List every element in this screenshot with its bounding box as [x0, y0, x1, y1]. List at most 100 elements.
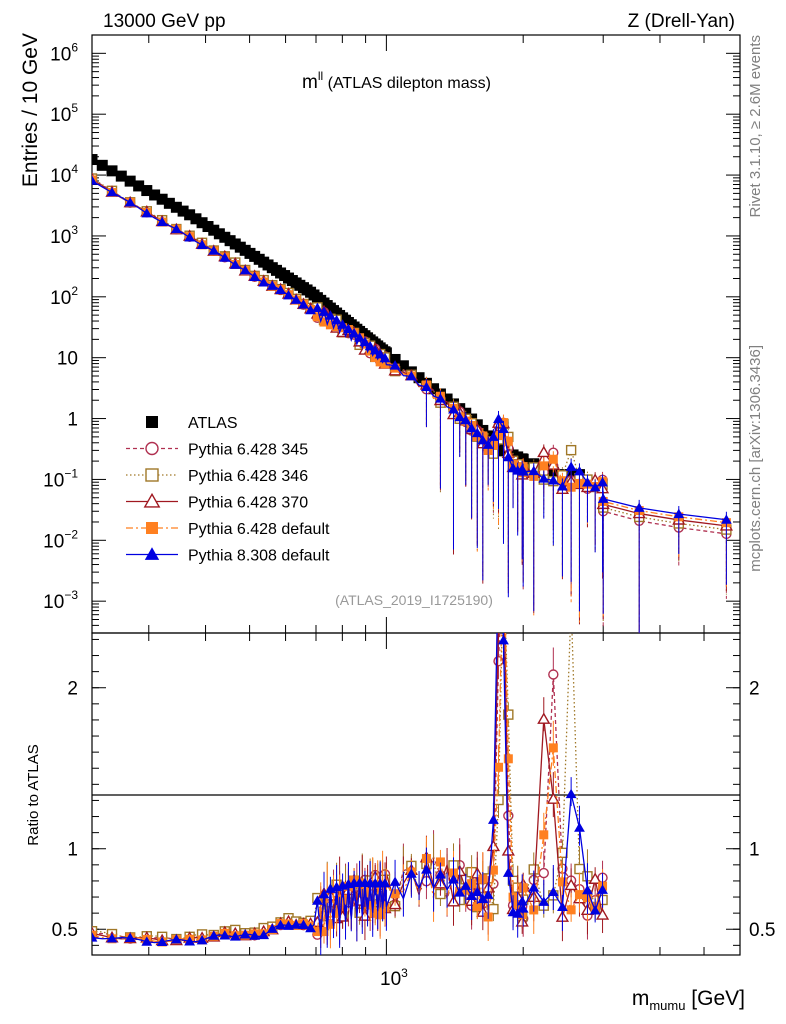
- ratio-y-tick-label-right: 1: [749, 840, 760, 861]
- mc-ratio-point: [486, 839, 501, 852]
- mc-data-point: [359, 336, 371, 347]
- mc-ratio-point: [597, 884, 608, 894]
- atlas-data-point: [196, 217, 208, 229]
- mc-ratio-point: [498, 634, 509, 645]
- mc-data-point: [502, 451, 514, 462]
- mc-ratio-point: [498, 554, 509, 563]
- mc-data-point: [538, 473, 550, 483]
- main-y-tick-label: 104: [50, 162, 78, 187]
- mc-ratio-point: [375, 910, 385, 920]
- mc-data-point: [488, 431, 499, 441]
- mc-ratio-point: [517, 903, 529, 913]
- mc-ratio-point: [574, 822, 585, 832]
- mc-data-point: [477, 434, 489, 445]
- mc-data-point: [379, 352, 391, 363]
- legend-entry: Pythia 6.428 default: [126, 521, 330, 538]
- mc-data-point: [537, 445, 551, 458]
- mc-ratio-point: [311, 895, 323, 905]
- mc-ratio-point: [298, 919, 309, 929]
- mc-ratio-point: [488, 865, 498, 875]
- mc-ratio-point: [582, 884, 593, 895]
- legend: ATLAS Pythia 6.428 345 Pythia 6.428 346 Pyt…: [126, 415, 330, 565]
- mc-ratio-point: [275, 919, 286, 930]
- mc-ratio-point: [539, 830, 549, 840]
- mc-data-point: [503, 436, 513, 446]
- main-panel-series: [92, 154, 733, 633]
- mc-data-point: [184, 232, 196, 242]
- mc-data-point: [597, 476, 608, 487]
- x-axis-title: mmumu [GeV]: [632, 987, 745, 1013]
- atlas-data-point: [163, 197, 175, 209]
- mc-ratio-point: [548, 669, 559, 680]
- atlas-data-point: [96, 159, 108, 171]
- mc-ratio-point: [141, 936, 153, 946]
- legend-entry: Pythia 6.428 370: [126, 492, 308, 512]
- mc-data-point: [343, 323, 354, 334]
- rivet-version-label: Rivet 3.1.10, ≥ 2.6M events: [747, 35, 764, 218]
- mc-ratio-point: [494, 762, 504, 772]
- mc-ratio-point: [219, 930, 231, 940]
- mc-ratio-point: [493, 616, 504, 625]
- mc-ratio-point: [92, 932, 98, 942]
- mc-ratio-point: [493, 794, 504, 806]
- mc-data-point: [498, 423, 509, 433]
- atlas-data-point: [115, 170, 127, 182]
- atlas-data-point: [428, 383, 440, 395]
- mc-data-point: [208, 245, 220, 255]
- mc-ratio-point: [574, 890, 584, 900]
- atlas-data-point: [202, 221, 214, 233]
- legend-label: Pythia 6.428 370: [188, 495, 308, 512]
- mc-data-point: [331, 314, 342, 325]
- mc-data-point: [482, 439, 494, 449]
- mc-ratio-point: [435, 857, 445, 867]
- mc-ratio-point: [512, 908, 524, 918]
- mc-ratio-point: [92, 930, 97, 940]
- ratio-y-tick-label-left: 2: [67, 679, 78, 700]
- legend-marker: [145, 441, 159, 456]
- mc-data-point: [374, 348, 386, 359]
- legend-marker: [144, 547, 160, 560]
- plot-title: mll (ATLAS dilepton mass): [302, 69, 491, 93]
- mc-ratio-point: [557, 901, 568, 912]
- mc-data-point: [493, 413, 504, 423]
- mc-data-point: [466, 422, 478, 433]
- legend-marker: [146, 522, 158, 534]
- mc-ratio-point: [405, 868, 417, 878]
- mc-ratio-point: [546, 792, 560, 804]
- mc-ratio-point: [283, 920, 294, 930]
- mc-ratio-point: [460, 880, 472, 890]
- mc-ratio-point: [318, 888, 330, 899]
- mc-data-point: [454, 411, 466, 422]
- mc-data-point: [312, 312, 322, 322]
- atlas-data-point: [149, 189, 161, 201]
- mc-ratio-point: [379, 877, 391, 888]
- ratio-panel-frame: [91, 632, 741, 956]
- main-y-tick-label: 10: [57, 349, 78, 370]
- mc-data-point: [380, 359, 390, 369]
- legend-label: Pythia 6.428 346: [188, 468, 308, 485]
- mc-data-point: [141, 207, 153, 218]
- mc-data-point: [337, 319, 348, 329]
- mc-ratio-point: [516, 895, 528, 906]
- mc-data-point: [348, 327, 360, 338]
- mc-data-point: [266, 280, 278, 290]
- mc-data-point: [565, 461, 577, 471]
- ratio-y-tick-label-right: 2: [749, 679, 760, 700]
- mc-data-point: [249, 271, 261, 281]
- mc-ratio-point: [589, 905, 601, 915]
- mc-data-point: [597, 493, 609, 503]
- mc-ratio-point: [266, 923, 278, 933]
- mc-data-point: [460, 414, 472, 425]
- legend-marker: [145, 468, 159, 482]
- mc-ratio-point: [184, 936, 196, 946]
- x-axis-ticks: [148, 35, 705, 955]
- mc-ratio-point: [305, 922, 316, 933]
- mc-data-point: [673, 508, 685, 519]
- mc-ratio-point: [488, 814, 499, 824]
- mc-ratio-point: [124, 932, 136, 942]
- mc-data-point: [219, 252, 231, 262]
- mc-data-point: [124, 197, 136, 207]
- mc-ratio-point: [493, 549, 504, 558]
- mc-ratio-point: [565, 788, 577, 799]
